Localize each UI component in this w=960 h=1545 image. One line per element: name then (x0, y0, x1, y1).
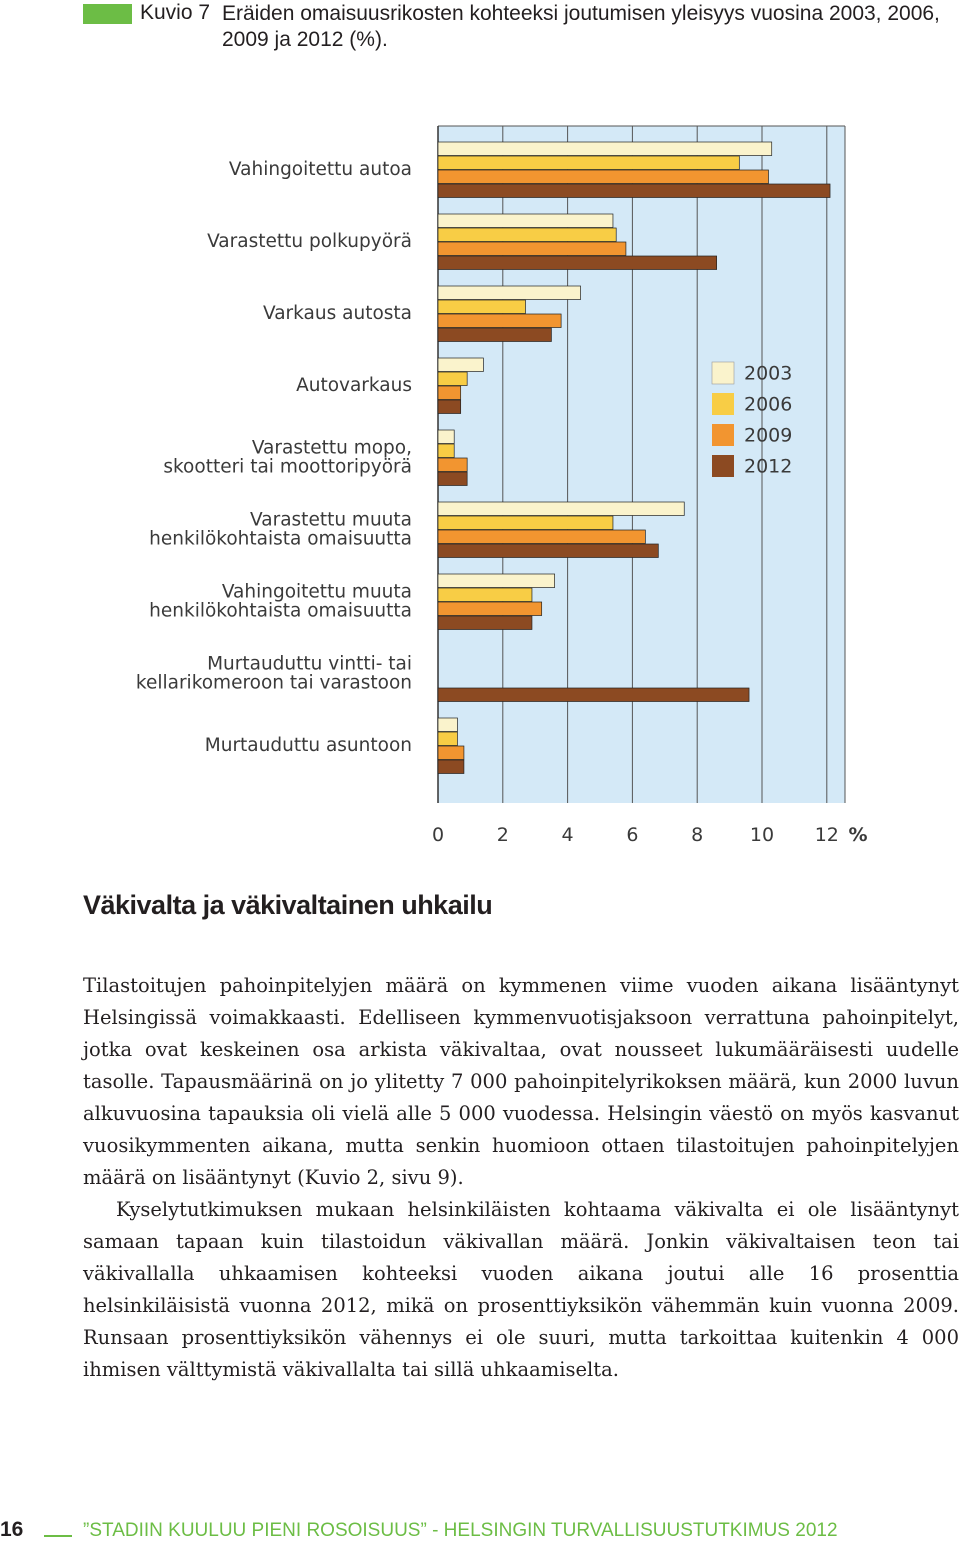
category-label-5-line-2: henkilökohtaista omaisuutta (149, 529, 412, 550)
bar-varkaus-autosta-2003 (437, 285, 581, 300)
bar-murtauduttu-asuntoon-2009 (437, 745, 465, 760)
bar-vahingoitettu-autoa-2012 (437, 183, 831, 198)
bar-vahingoitettu-muuta-henkil-kohtaista-omaisuutta-2006 (437, 587, 533, 602)
running-title: ”STADIIN KUULUU PIENI ROSOISUUS” - HELSI… (83, 1520, 838, 1541)
figure-title: Eräiden omaisuusrikosten kohteeksi joutu… (222, 2, 940, 51)
category-label-7-line-2: kellarikomeroon tai varastoon (136, 673, 412, 694)
bar-vahingoitettu-autoa-2006 (437, 155, 740, 170)
x-tick-label-6: 6 (626, 824, 638, 846)
section-heading: Väkivalta ja väkivaltainen uhkailu (83, 890, 493, 920)
legend-label-2003: 2003 (744, 363, 792, 385)
legend-label-2012: 2012 (744, 456, 792, 478)
bar-varastettu-muuta-henkil-kohtaista-omaisuutta-2012 (437, 543, 659, 558)
bar-varastettu-mopo-skootteri-tai-moottoripy-r-2006 (437, 443, 455, 458)
bar-vahingoitettu-autoa-2003 (437, 141, 773, 156)
bar-varastettu-mopo-skootteri-tai-moottoripy-r-2012 (437, 471, 468, 486)
category-label-2: Varkaus autosta (263, 303, 412, 324)
category-label-5-line-1: Varastettu muuta (250, 510, 412, 531)
legend-label-2006: 2006 (744, 394, 792, 416)
bar-varastettu-muuta-henkil-kohtaista-omaisuutta-2006 (437, 515, 614, 530)
x-unit-label: % (848, 824, 867, 846)
category-label-1: Varastettu polkupyörä (207, 231, 412, 252)
bar-vahingoitettu-muuta-henkil-kohtaista-omaisuutta-2009 (437, 601, 543, 616)
page-number: 16 (0, 1518, 24, 1541)
category-label-0: Vahingoitettu autoa (229, 159, 412, 180)
bar-vahingoitettu-muuta-henkil-kohtaista-omaisuutta-2003 (437, 573, 555, 588)
category-label-6-line-1: Vahingoitettu muuta (222, 582, 412, 603)
legend-swatch-2006 (712, 393, 734, 415)
x-tick-label-4: 4 (562, 824, 574, 846)
bar-chart: Vahingoitettu autoa Varastettu polkupyörä… (136, 125, 868, 846)
paragraph-2: Kyselytutkimuksen mukaan helsinkiläisten… (83, 1198, 959, 1381)
bar-autovarkaus-2012 (437, 399, 462, 414)
bar-varastettu-polkupy-r-2006 (437, 227, 617, 242)
bar-murtauduttu-asuntoon-2006 (437, 731, 458, 746)
x-tick-label-10: 10 (750, 824, 774, 846)
bar-varastettu-muuta-henkil-kohtaista-omaisuutta-2009 (437, 529, 646, 544)
footer-rule (44, 1535, 72, 1537)
bar-varkaus-autosta-2006 (437, 299, 526, 314)
legend-label-2009: 2009 (744, 425, 792, 447)
caption-color-block (83, 4, 132, 24)
category-label-7-line-1: Murtauduttu vintti- tai (207, 654, 412, 675)
bar-varastettu-mopo-skootteri-tai-moottoripy-r-2009 (437, 457, 468, 472)
bar-vahingoitettu-autoa-2009 (437, 169, 769, 184)
category-label-8: Murtauduttu asuntoon (205, 735, 412, 756)
category-label-4-line-1: Varastettu mopo, (252, 438, 412, 459)
category-label-3: Autovarkaus (296, 375, 412, 396)
category-label-4-line-2: skootteri tai moottoripyörä (163, 457, 412, 478)
bar-murtauduttu-vintti-tai-kellarikomeroon-tai-varastoon-2012 (437, 687, 750, 702)
bar-autovarkaus-2006 (437, 371, 468, 386)
legend-swatch-2003 (711, 361, 735, 385)
paragraph-1: Tilastoitujen pahoinpitelyjen määrä on k… (83, 974, 959, 1189)
bar-varastettu-polkupy-r-2009 (437, 241, 627, 256)
bar-varastettu-polkupy-r-2003 (437, 213, 614, 228)
bar-varkaus-autosta-2009 (437, 313, 562, 328)
category-label-6-line-2: henkilökohtaista omaisuutta (149, 601, 412, 622)
x-tick-label-12: 12 (815, 824, 839, 846)
x-tick-label-8: 8 (691, 824, 703, 846)
x-tick-label-0: 0 (432, 824, 444, 846)
bar-varastettu-muuta-henkil-kohtaista-omaisuutta-2003 (437, 501, 685, 516)
legend-swatch-2012 (712, 455, 734, 477)
figure-label: Kuvio 7 (140, 1, 211, 24)
bar-vahingoitettu-muuta-henkil-kohtaista-omaisuutta-2012 (437, 615, 533, 630)
bar-varkaus-autosta-2012 (437, 327, 552, 342)
legend-swatch-2009 (712, 424, 734, 446)
bar-murtauduttu-asuntoon-2012 (437, 759, 465, 774)
x-tick-label-2: 2 (497, 824, 509, 846)
bar-autovarkaus-2009 (437, 385, 462, 400)
bar-murtauduttu-asuntoon-2003 (437, 717, 458, 732)
bar-autovarkaus-2003 (437, 357, 484, 372)
body-text: Tilastoitujen pahoinpitelyjen määrä on k… (83, 970, 959, 1386)
bar-varastettu-mopo-skootteri-tai-moottoripy-r-2003 (437, 429, 455, 444)
bar-varastettu-polkupy-r-2012 (437, 255, 717, 270)
